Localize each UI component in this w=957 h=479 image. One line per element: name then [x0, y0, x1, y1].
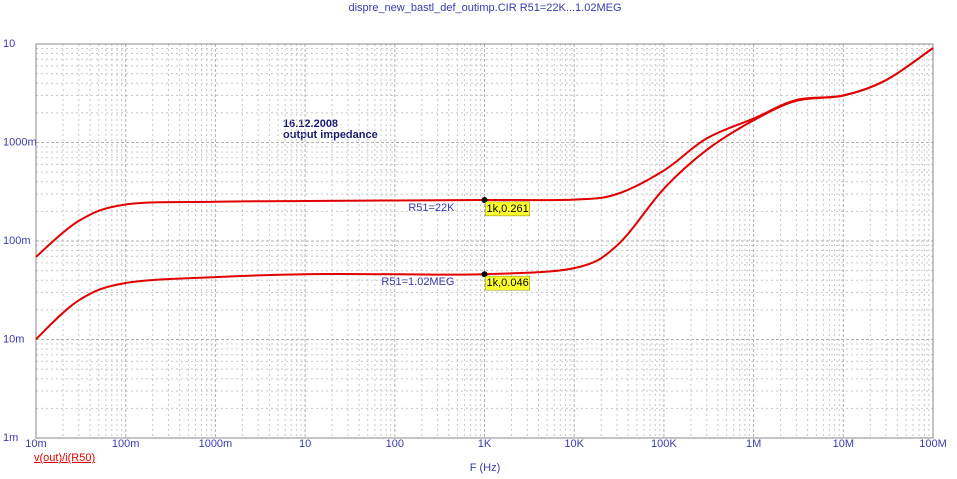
y-tick-label: 10: [3, 38, 15, 50]
y-tick-label: 100m: [3, 235, 31, 247]
marker-point: [481, 271, 488, 278]
y-tick-label: 1m: [3, 432, 18, 444]
x-tick-label: 10K: [564, 438, 584, 450]
series-label: R51=22K: [408, 202, 455, 214]
x-axis-label: F (Hz): [470, 462, 501, 474]
x-tick-label: 10m: [25, 438, 46, 450]
series-label: R51=1.02MEG: [381, 276, 454, 288]
marker-label: 1k,0.046: [487, 277, 529, 289]
y-tick-label: 10m: [3, 333, 24, 345]
plot-border: [35, 43, 934, 439]
line-series: [35, 47, 934, 340]
x-tick-label: 1M: [746, 438, 761, 450]
x-tick-label: 1K: [478, 438, 492, 450]
x-tick-label: 10M: [833, 438, 854, 450]
x-tick-label: 1000m: [199, 438, 233, 450]
x-tick-label: 100: [386, 438, 404, 450]
marker-label-box: [485, 201, 530, 217]
x-tick-label: 100M: [919, 438, 947, 450]
x-tick-label: 10: [299, 438, 311, 450]
x-tick-label: 100m: [112, 438, 140, 450]
x-tick-label: 100K: [651, 438, 677, 450]
marker-label: 1k,0.261: [487, 203, 529, 215]
chart-title: dispre_new_bastl_def_outimp.CIR R51=22K.…: [348, 2, 621, 14]
annotation: output impedance: [283, 129, 378, 141]
y-tick-label: 1000m: [3, 136, 37, 148]
marker-point: [481, 196, 488, 203]
y-axis-label: v(out)/i(R50): [34, 452, 95, 464]
marker-label-box: [485, 275, 530, 291]
